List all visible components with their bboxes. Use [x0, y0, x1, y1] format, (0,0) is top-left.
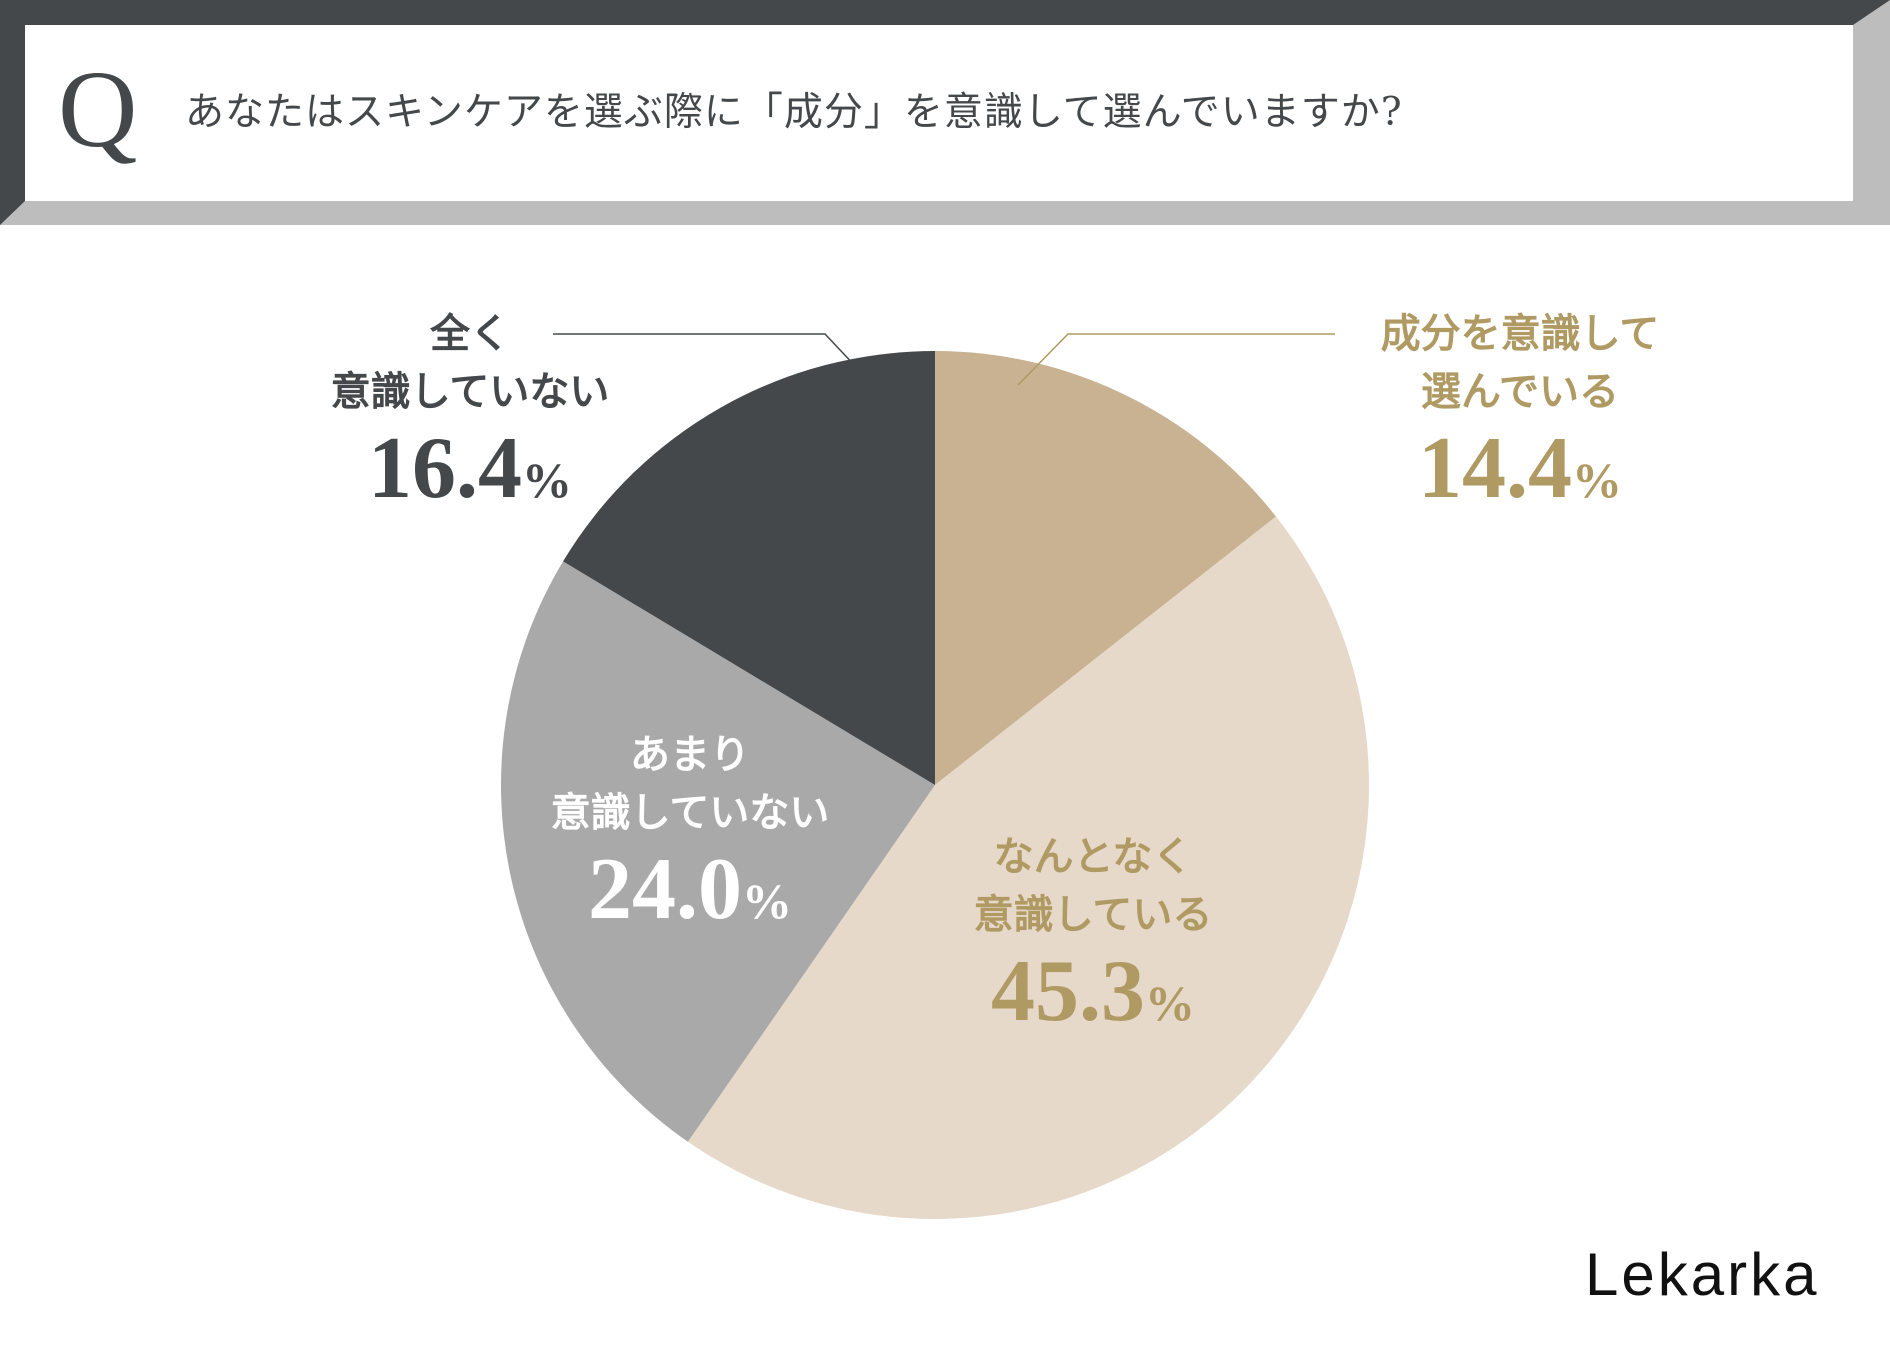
brand-logo: Lekarka: [1585, 1241, 1820, 1308]
slice-not-conscious-at-all: [563, 351, 935, 785]
label-text-line2: 意識している: [973, 891, 1213, 938]
question-box: [25, 25, 1853, 201]
label-not-very-conscious: あまり 意識していない 24.0%: [490, 726, 890, 949]
slice-somewhat-conscious: [687, 516, 1370, 1220]
label-text-line1: なんとなく: [993, 833, 1193, 880]
slice-ingredient-conscious: [935, 351, 1277, 785]
label-text-line1: あまり: [630, 731, 750, 778]
label-text-line2: 意識していない: [550, 789, 830, 836]
label-somewhat-conscious: なんとなく 意識している 45.3%: [893, 828, 1293, 1051]
label-value: 14.4%: [1418, 420, 1622, 517]
label-value: 24.0%: [588, 841, 792, 938]
label-ingredient-conscious: 成分を意識して 選んでいる 14.4%: [1320, 305, 1720, 528]
question-q-icon: Q: [58, 48, 138, 170]
label-not-conscious-at-all: 全く 意識していない 16.4%: [270, 305, 670, 528]
leader-line-ingredient-conscious: [1017, 333, 1335, 386]
slice-not-very-conscious: [500, 561, 935, 1142]
label-text-line1: 成分を意識して: [1380, 310, 1660, 357]
label-text-line2: 選んでいる: [1421, 368, 1619, 415]
leader-line-not-conscious-at-all: [553, 333, 874, 386]
label-text-line2: 意識していない: [330, 368, 610, 415]
label-value: 16.4%: [368, 420, 572, 517]
label-text-line1: 全く: [430, 310, 510, 357]
question-text: あなたはスキンケアを選ぶ際に「成分」を意識して選んでいますか?: [185, 90, 1403, 135]
label-value: 45.3%: [991, 943, 1195, 1040]
